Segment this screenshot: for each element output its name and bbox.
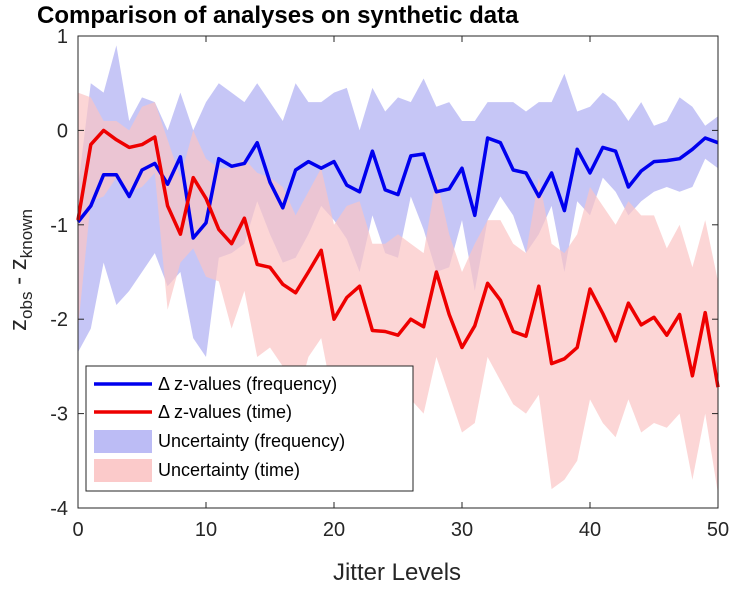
legend-label-frequency-band: Uncertainty (frequency)	[158, 431, 345, 451]
x-tick-label: 20	[323, 519, 345, 541]
x-tick-label: 0	[72, 519, 83, 541]
y-tick-label: -4	[50, 498, 68, 520]
x-tick-label: 50	[707, 519, 729, 541]
x-tick-label: 30	[451, 519, 473, 541]
y-tick-label: 0	[57, 120, 68, 142]
band-time	[78, 92, 718, 494]
axes-box	[77, 35, 719, 509]
chart-title: Comparison of analyses on synthetic data	[37, 2, 519, 29]
band-frequency	[78, 45, 718, 358]
legend-label-frequency-line: Δ z-values (frequency)	[158, 374, 337, 394]
y-tick-label: -1	[50, 215, 68, 237]
legend-swatch-frequency-band	[94, 430, 152, 453]
line-frequency	[76, 136, 719, 240]
legend-label-time-band: Uncertainty (time)	[158, 460, 300, 480]
x-tick-label: 10	[195, 519, 217, 541]
legend: Δ z-values (frequency) Δ z-values (time)…	[85, 365, 414, 492]
y-axis-label-main: z	[5, 319, 32, 331]
legend-label-time-line: Δ z-values (time)	[158, 402, 292, 422]
y-axis-label: zobs - zknown	[5, 209, 36, 331]
y-axis-label-mid: - z	[5, 258, 32, 291]
y-tick-label: -3	[50, 404, 68, 426]
x-axis-label: Jitter Levels	[333, 559, 461, 586]
y-axis-label-sub-obs: obs	[17, 292, 36, 319]
y-tick-label: -2	[50, 309, 68, 331]
y-tick-label: 1	[57, 26, 68, 48]
plot-area: 0 10 20 30 40 50 -4 -3 -2 -1 0 1	[50, 26, 729, 541]
x-tick-label: 40	[579, 519, 601, 541]
y-axis-label-sub-known: known	[17, 209, 36, 258]
uncertainty-bands	[78, 45, 718, 494]
line-time	[76, 128, 720, 388]
legend-swatch-time-band	[94, 459, 152, 482]
axes: 0 10 20 30 40 50 -4 -3 -2 -1 0 1	[50, 26, 729, 541]
data-lines	[76, 128, 720, 388]
